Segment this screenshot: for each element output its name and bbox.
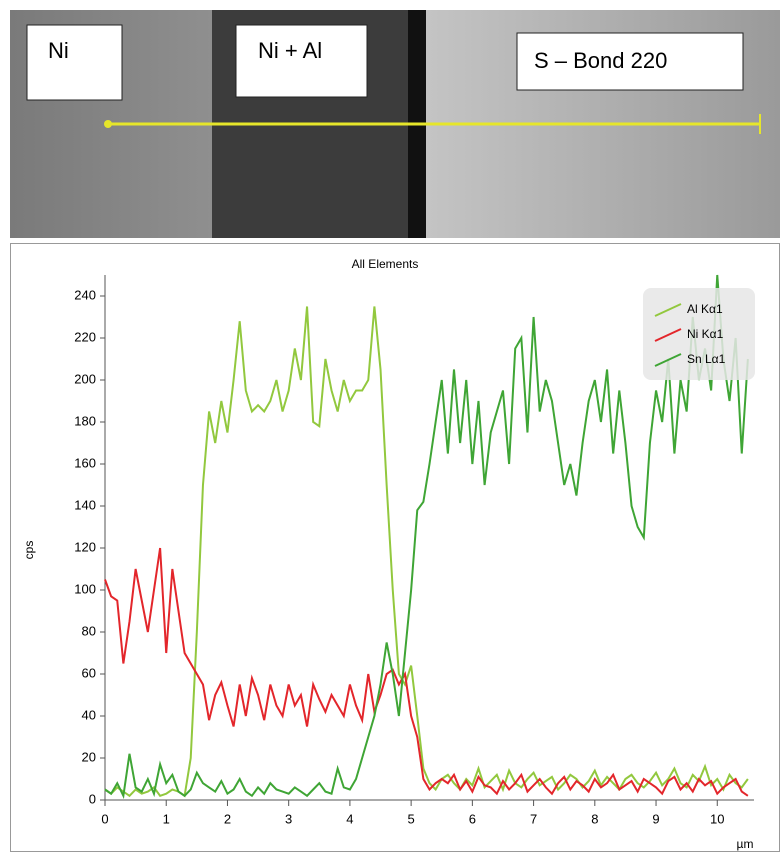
x-tick-label: 5 — [408, 811, 415, 826]
legend-label: Sn Lα1 — [687, 352, 726, 366]
image-label: Ni — [48, 38, 69, 63]
x-tick-label: 1 — [163, 811, 170, 826]
x-axis-label: µm — [737, 837, 754, 851]
scan-start — [104, 120, 112, 128]
y-tick-label: 200 — [74, 371, 96, 386]
y-tick-label: 240 — [74, 287, 96, 302]
x-tick-label: 9 — [652, 811, 659, 826]
x-tick-label: 8 — [591, 811, 598, 826]
x-tick-label: 10 — [710, 811, 724, 826]
image-label: S – Bond 220 — [534, 48, 667, 73]
y-tick-label: 220 — [74, 329, 96, 344]
x-tick-label: 4 — [346, 811, 353, 826]
legend-label: Ni Kα1 — [687, 327, 724, 341]
y-tick-label: 100 — [74, 581, 96, 596]
x-tick-label: 2 — [224, 811, 231, 826]
y-tick-label: 40 — [82, 707, 96, 722]
figure: Ni Ni + Al S – Bond 220 All Elements cps… — [0, 0, 784, 852]
chart-title: All Elements — [352, 257, 419, 271]
y-tick-label: 180 — [74, 413, 96, 428]
y-tick-label: 80 — [82, 623, 96, 638]
sem-image: Ni Ni + Al S – Bond 220 — [10, 10, 780, 238]
y-tick-label: 120 — [74, 539, 96, 554]
y-tick-label: 0 — [89, 791, 96, 806]
label-box — [27, 25, 122, 100]
y-tick-label: 160 — [74, 455, 96, 470]
x-tick-label: 7 — [530, 811, 537, 826]
x-tick-label: 3 — [285, 811, 292, 826]
y-tick-label: 140 — [74, 497, 96, 512]
image-label: Ni + Al — [258, 38, 322, 63]
x-tick-label: 0 — [101, 811, 108, 826]
y-tick-label: 60 — [82, 665, 96, 680]
x-tick-label: 6 — [469, 811, 476, 826]
legend-label: Al Kα1 — [687, 302, 723, 316]
y-tick-label: 20 — [82, 749, 96, 764]
y-axis-label: cps — [22, 541, 36, 560]
